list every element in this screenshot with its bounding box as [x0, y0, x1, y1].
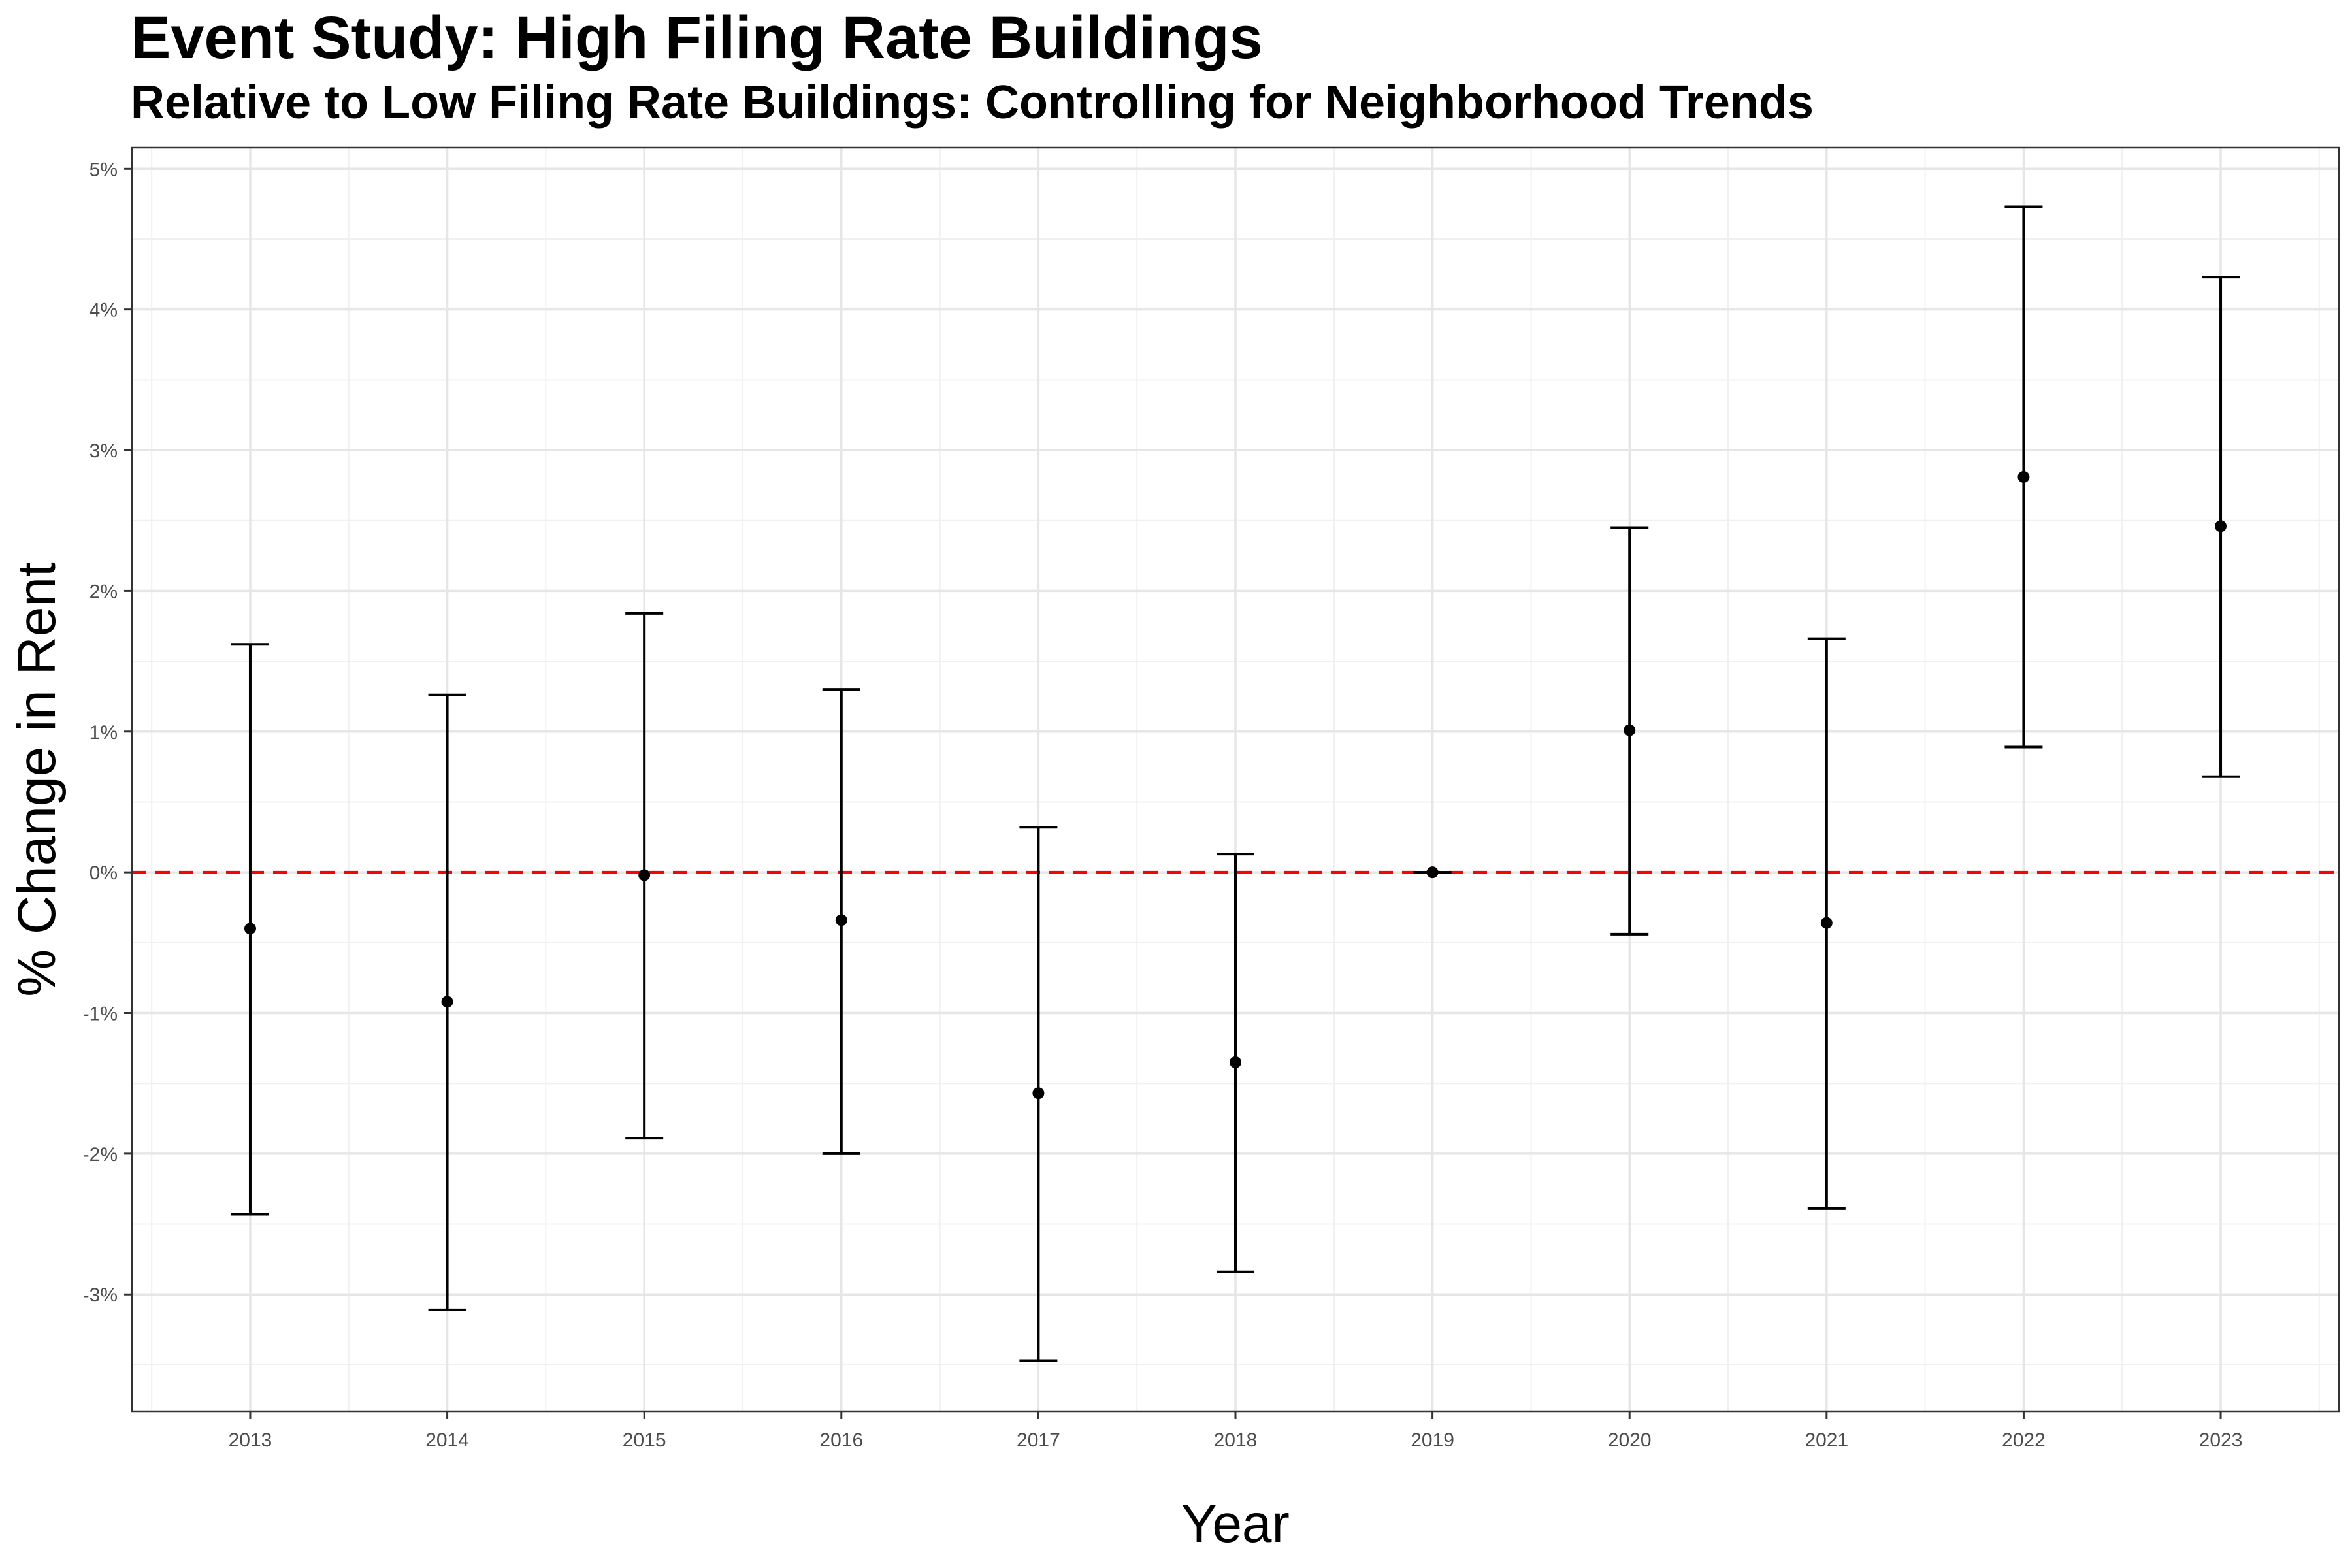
- point-2022: [2017, 470, 2030, 483]
- y-tick-label: -3%: [83, 1284, 118, 1306]
- y-axis: -3% -2% -1% 0% 1% 2% 3% 4% 5%: [83, 159, 132, 1306]
- x-tick-label: 2015: [623, 1429, 666, 1451]
- points: [244, 470, 2227, 1100]
- y-tick-label: 4%: [90, 300, 118, 321]
- point-2021: [1820, 917, 1833, 929]
- x-tick-label: 2017: [1017, 1429, 1060, 1451]
- x-tick-label: 2021: [1805, 1429, 1848, 1451]
- y-axis-title: % Change in Rent: [7, 562, 67, 997]
- y-tick-label: -1%: [83, 1004, 118, 1025]
- x-tick-label: 2023: [2199, 1429, 2243, 1451]
- x-tick-label: 2016: [819, 1429, 863, 1451]
- x-axis-title: Year: [1181, 1494, 1290, 1554]
- y-tick-label: -2%: [83, 1144, 118, 1166]
- chart-subtitle: Relative to Low Filing Rate Buildings: C…: [131, 76, 1814, 129]
- x-tick-label: 2022: [2002, 1429, 2046, 1451]
- point-2018: [1230, 1056, 1241, 1068]
- x-tick-label: 2019: [1411, 1429, 1454, 1451]
- point-2023: [2215, 520, 2227, 532]
- y-tick-label: 0%: [90, 862, 118, 884]
- point-2019: [1426, 866, 1439, 879]
- point-2017: [1032, 1087, 1045, 1100]
- x-axis: 2013 2014 2015 2016 2017 2018 2019 2020 2021 2022…: [229, 1411, 2243, 1451]
- chart-title: Event Study: High Filing Rate Buildings: [131, 5, 1263, 71]
- y-tick-label: 3%: [90, 440, 118, 462]
- point-2014: [441, 996, 453, 1008]
- point-2020: [1624, 724, 1636, 736]
- y-tick-label: 2%: [90, 581, 118, 602]
- y-tick-label: 5%: [90, 159, 118, 180]
- point-2016: [835, 914, 847, 926]
- point-2013: [244, 923, 256, 935]
- x-tick-label: 2018: [1214, 1429, 1258, 1451]
- point-2015: [638, 869, 651, 881]
- x-tick-label: 2020: [1608, 1429, 1652, 1451]
- x-tick-label: 2014: [425, 1429, 469, 1451]
- x-tick-label: 2013: [229, 1429, 272, 1451]
- y-tick-label: 1%: [90, 722, 118, 743]
